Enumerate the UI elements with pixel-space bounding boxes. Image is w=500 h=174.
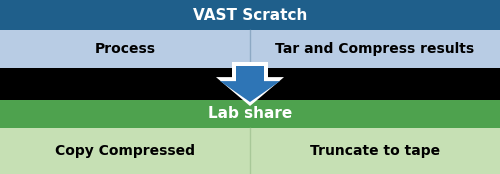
Polygon shape [216, 62, 284, 106]
Bar [0, 100, 500, 128]
Text: Process: Process [94, 42, 156, 56]
Bar [0, 68, 500, 100]
Text: VAST Scratch: VAST Scratch [193, 7, 307, 22]
Text: Tar and Compress results: Tar and Compress results [276, 42, 474, 56]
Polygon shape [220, 66, 280, 102]
Bar [0, 128, 500, 174]
Text: Truncate to tape: Truncate to tape [310, 144, 440, 158]
Text: Lab share: Lab share [208, 106, 292, 121]
Text: Copy Compressed: Copy Compressed [55, 144, 195, 158]
Bar [0, 0, 500, 30]
Bar [0, 30, 500, 68]
